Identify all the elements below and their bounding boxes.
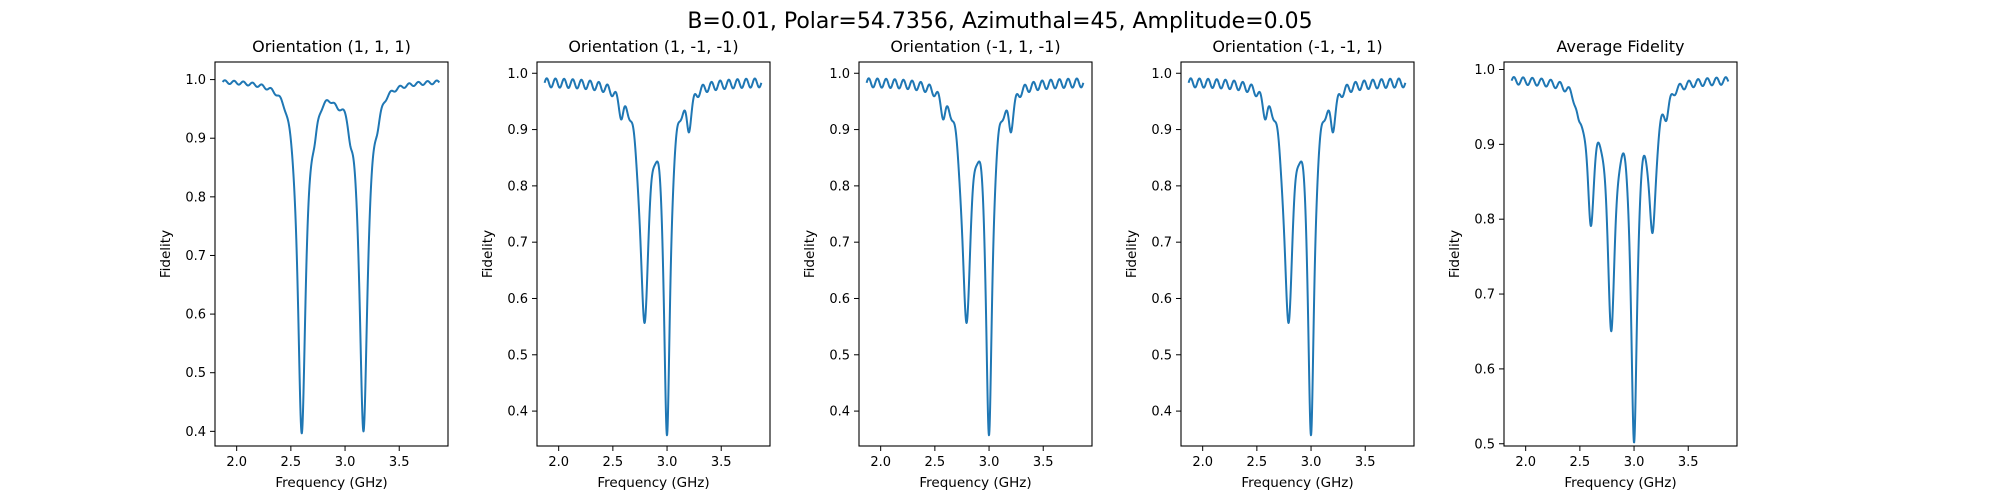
x-tick-label: 3.0 bbox=[335, 455, 356, 470]
y-tick-label: 0.5 bbox=[1474, 437, 1495, 452]
y-tick-label: 0.9 bbox=[507, 123, 528, 138]
y-tick-label: 1.0 bbox=[1474, 63, 1495, 78]
subplot-2: 2.0 2.5 3.0 3.5 0.4 0.5 0.6 0.7 0.8 0.9 1.0 Orienta… bbox=[480, 37, 771, 491]
y-tick-label: 0.7 bbox=[1151, 236, 1172, 251]
x-axis-label: Frequency (GHz) bbox=[919, 475, 1031, 491]
series-line bbox=[1510, 76, 1730, 444]
x-tick-label: 2.5 bbox=[925, 455, 946, 470]
y-tick-label: 0.5 bbox=[507, 348, 528, 363]
subplot-1: 2.0 2.5 3.0 3.5 0.4 0.5 0.6 0.7 0.8 0.9 1.0 Orienta… bbox=[158, 37, 449, 491]
x-tick-label: 3.0 bbox=[657, 455, 678, 470]
x-tick-label: 3.5 bbox=[711, 455, 732, 470]
y-tick-label: 0.6 bbox=[829, 292, 850, 307]
subplot-5: 2.0 2.5 3.0 3.5 0.5 0.6 0.7 0.8 0.9 1.0 Average Fi… bbox=[1447, 37, 1738, 491]
y-tick-label: 0.6 bbox=[1474, 362, 1495, 377]
x-tick-label: 2.5 bbox=[1570, 455, 1591, 470]
y-tick-label: 0.9 bbox=[829, 123, 850, 138]
y-axis-label: Fidelity bbox=[480, 230, 496, 278]
subplot-title: Average Fidelity bbox=[1557, 37, 1685, 56]
y-tick-label: 0.9 bbox=[1474, 138, 1495, 153]
x-tick-label: 3.0 bbox=[979, 455, 1000, 470]
y-tick-label: 0.7 bbox=[829, 236, 850, 251]
y-tick-label: 1.0 bbox=[829, 67, 850, 82]
x-tick-label: 2.5 bbox=[1247, 455, 1268, 470]
y-tick-label: 0.6 bbox=[185, 308, 206, 323]
y-tick-label: 0.7 bbox=[507, 236, 528, 251]
x-axis-label: Frequency (GHz) bbox=[1241, 475, 1353, 491]
y-tick-label: 0.7 bbox=[185, 249, 206, 264]
y-tick-label: 0.8 bbox=[1474, 213, 1495, 228]
x-tick-label: 2.0 bbox=[1515, 455, 1536, 470]
y-tick-label: 0.4 bbox=[185, 425, 206, 440]
axes-frame bbox=[1503, 61, 1738, 447]
x-tick-label: 3.5 bbox=[1355, 455, 1376, 470]
y-tick-label: 0.9 bbox=[1151, 123, 1172, 138]
y-tick-label: 1.0 bbox=[507, 67, 528, 82]
y-tick-label: 0.8 bbox=[507, 179, 528, 194]
series-line bbox=[543, 77, 763, 437]
series-line bbox=[221, 79, 441, 435]
y-tick-label: 1.0 bbox=[1151, 67, 1172, 82]
figure-title: B=0.01, Polar=54.7356, Azimuthal=45, Amp… bbox=[687, 9, 1312, 34]
x-axis-label: Frequency (GHz) bbox=[1564, 475, 1676, 491]
y-tick-label: 0.5 bbox=[829, 348, 850, 363]
y-tick-label: 1.0 bbox=[185, 73, 206, 88]
y-tick-label: 0.9 bbox=[185, 132, 206, 147]
y-tick-label: 0.5 bbox=[185, 366, 206, 381]
y-tick-label: 0.4 bbox=[1151, 405, 1172, 420]
x-tick-label: 2.5 bbox=[603, 455, 624, 470]
axes-frame bbox=[536, 61, 771, 447]
x-tick-label: 2.5 bbox=[281, 455, 302, 470]
subplot-3: 2.0 2.5 3.0 3.5 0.4 0.5 0.6 0.7 0.8 0.9 1.0 Orienta… bbox=[802, 37, 1093, 491]
subplot-title: Orientation (-1, -1, 1) bbox=[1212, 37, 1382, 56]
x-tick-label: 2.0 bbox=[1192, 455, 1213, 470]
y-tick-label: 0.5 bbox=[1151, 348, 1172, 363]
x-tick-label: 3.5 bbox=[1678, 455, 1699, 470]
subplot-title: Orientation (-1, 1, -1) bbox=[890, 37, 1060, 56]
subplot-title: Orientation (1, 1, 1) bbox=[252, 37, 411, 56]
x-tick-label: 2.0 bbox=[226, 455, 247, 470]
subplots: 2.0 2.5 3.0 3.5 0.4 0.5 0.6 0.7 0.8 0.9 1.0 Orienta… bbox=[158, 37, 1738, 491]
axes-frame bbox=[214, 61, 449, 447]
y-tick-label: 0.8 bbox=[185, 190, 206, 205]
subplot-title: Orientation (1, -1, -1) bbox=[568, 37, 738, 56]
y-tick-label: 0.4 bbox=[507, 405, 528, 420]
y-axis-label: Fidelity bbox=[158, 230, 174, 278]
x-tick-label: 2.0 bbox=[548, 455, 569, 470]
series-line bbox=[865, 77, 1085, 437]
series-line bbox=[1187, 77, 1407, 437]
x-axis-label: Frequency (GHz) bbox=[597, 475, 709, 491]
x-tick-label: 2.0 bbox=[870, 455, 891, 470]
y-tick-label: 0.8 bbox=[829, 179, 850, 194]
y-tick-label: 0.8 bbox=[1151, 179, 1172, 194]
axes-frame bbox=[858, 61, 1093, 447]
y-tick-label: 0.6 bbox=[507, 292, 528, 307]
y-axis-label: Fidelity bbox=[802, 230, 818, 278]
x-tick-label: 3.0 bbox=[1624, 455, 1645, 470]
y-axis-label: Fidelity bbox=[1447, 230, 1463, 278]
y-axis-label: Fidelity bbox=[1124, 230, 1140, 278]
y-tick-label: 0.4 bbox=[829, 405, 850, 420]
x-tick-label: 3.0 bbox=[1301, 455, 1322, 470]
y-tick-label: 0.6 bbox=[1151, 292, 1172, 307]
x-tick-label: 3.5 bbox=[389, 455, 410, 470]
x-tick-label: 3.5 bbox=[1033, 455, 1054, 470]
y-tick-label: 0.7 bbox=[1474, 288, 1495, 303]
axes-frame bbox=[1180, 61, 1415, 447]
subplot-4: 2.0 2.5 3.0 3.5 0.4 0.5 0.6 0.7 0.8 0.9 1.0 Orienta… bbox=[1124, 37, 1415, 491]
x-axis-label: Frequency (GHz) bbox=[275, 475, 387, 491]
